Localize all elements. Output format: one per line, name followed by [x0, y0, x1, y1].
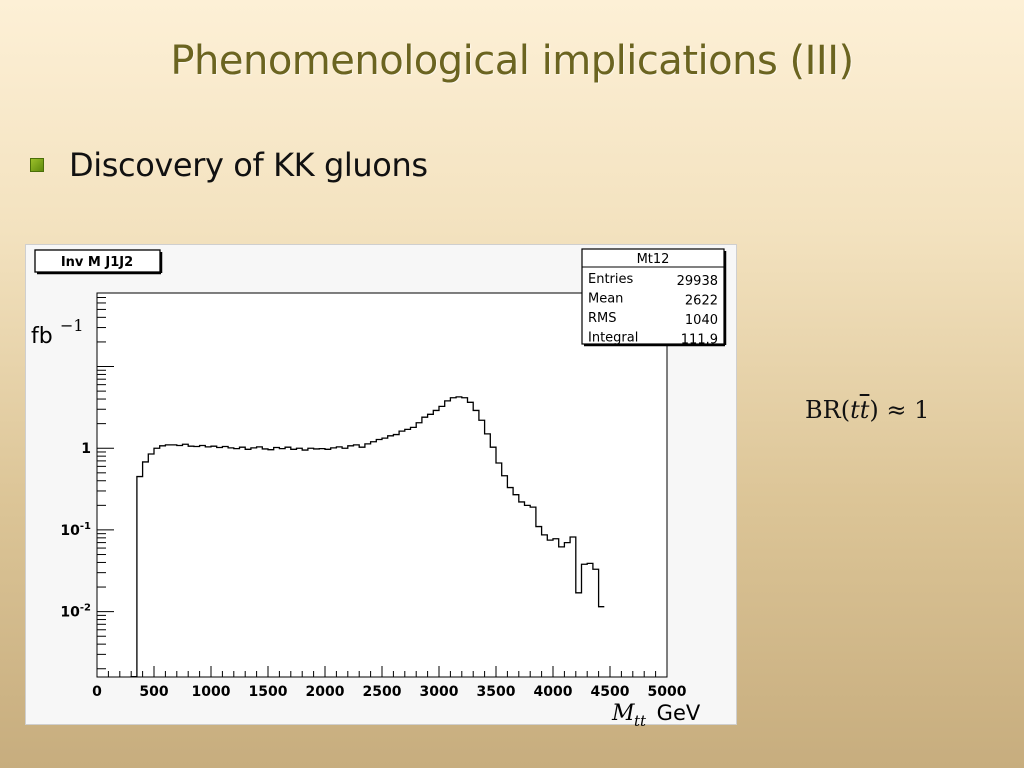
x-axis-label-unit: GeV: [650, 701, 701, 725]
stats-row-value: 1040: [685, 313, 718, 328]
y-axis: 1 10-1 10-2: [60, 296, 114, 670]
stats-box-name: Mt12: [637, 252, 670, 267]
chart-title: Inv M J1J2: [61, 255, 133, 270]
x-tick-label: 500: [139, 684, 168, 700]
stats-row-label: Mean: [588, 292, 623, 307]
y-axis-label-exponent: −1: [60, 316, 84, 335]
histogram-svg: Inv M J1J2 0 500 1000 1500 2000 2500 3000 3500 4…: [31, 248, 727, 726]
x-axis-label-subscript: tt: [634, 712, 647, 726]
x-tick-label: 3500: [477, 684, 516, 700]
formula-prefix: BR(: [805, 396, 851, 424]
x-tick-label: 1500: [249, 684, 288, 700]
x-tick-label: 3000: [420, 684, 459, 700]
formula-suffix: ) ≈ 1: [869, 396, 930, 424]
y-axis-label: fb: [31, 324, 53, 349]
x-axis: 0 500 1000 1500 2000 2500 3000 3500 4000 4500 5000: [92, 666, 687, 700]
y-tick-label: 10-1: [60, 521, 91, 539]
x-tick-label: 5000: [648, 684, 687, 700]
stats-row-value: 29938: [677, 274, 718, 289]
histogram-line: [130, 396, 605, 678]
stats-row-value: 111.9: [681, 333, 718, 348]
x-tick-label: 4500: [591, 684, 630, 700]
x-tick-label: 2000: [306, 684, 345, 700]
plot-area: [96, 292, 668, 678]
slide-title: Phenomenological implications (III): [170, 38, 854, 84]
y-tick-label: 10-2: [60, 603, 91, 621]
formula-tbar: t: [859, 396, 870, 424]
y-tick-label: 1: [81, 441, 91, 457]
histogram-plot: Inv M J1J2 0 500 1000 1500 2000 2500 3000 3500 4…: [25, 244, 737, 726]
x-axis-label-variable: M: [611, 701, 635, 726]
stats-row-label: Entries: [588, 272, 634, 287]
bullet-text: Discovery of KK gluons: [69, 146, 428, 184]
x-tick-label: 1000: [192, 684, 231, 700]
x-tick-label: 2500: [363, 684, 402, 700]
bullet-square-icon: [30, 158, 44, 172]
x-tick-label: 0: [92, 684, 102, 700]
stats-row-label: Integral: [588, 331, 638, 346]
stats-row-label: RMS: [588, 311, 617, 326]
x-tick-label: 4000: [534, 684, 573, 700]
formula-t: t: [850, 396, 860, 424]
stats-box-frame: [581, 248, 725, 345]
stats-row-value: 2622: [685, 294, 718, 309]
branching-ratio-formula: BR(tt) ≈ 1: [805, 396, 929, 424]
bullet-item: Discovery of KK gluons: [30, 146, 428, 184]
stats-box: Mt12 Entries 29938 Mean 2622 RMS 1040 Integral…: [581, 248, 727, 348]
